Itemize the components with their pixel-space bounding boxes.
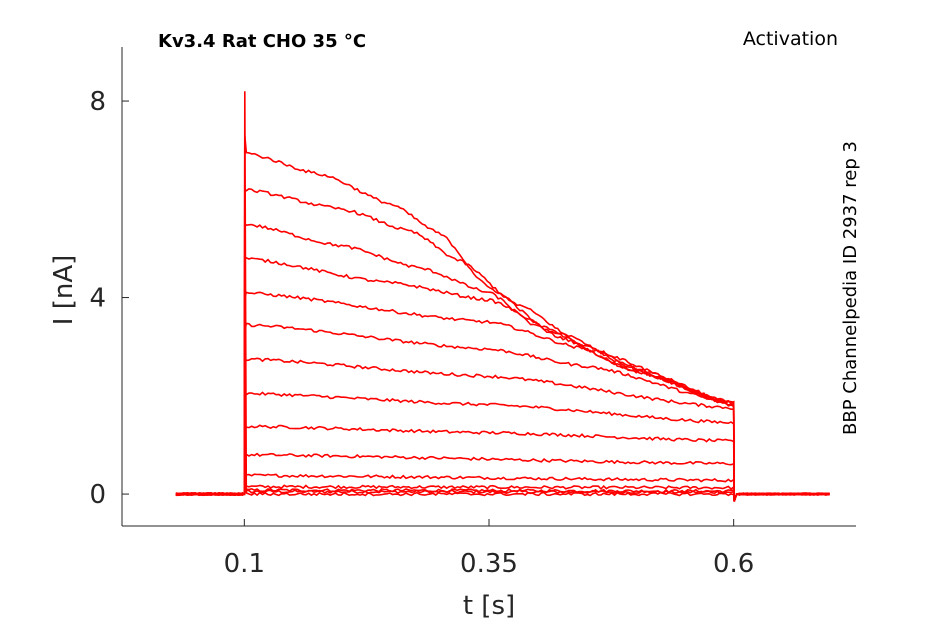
current-trace	[175, 480, 830, 502]
current-trace	[175, 423, 830, 502]
current-trace	[175, 487, 830, 502]
y-axis-label: I [nA]	[49, 255, 79, 325]
x-tick-label: 0.1	[224, 549, 265, 579]
current-trace	[175, 291, 830, 502]
x-tick-label: 0.35	[460, 549, 518, 579]
x-ticks: 0.1 0.35 0.6	[224, 519, 754, 579]
protocol-label: Activation	[743, 28, 838, 50]
current-trace	[175, 468, 830, 502]
current-trace	[175, 91, 830, 502]
current-traces	[175, 91, 830, 502]
x-axis-label: t [s]	[463, 591, 515, 621]
current-trace	[175, 357, 830, 502]
y-tick-label: 4	[89, 284, 106, 314]
current-trace	[175, 135, 830, 502]
chart-title: Kv3.4 Rat CHO 35 °C	[158, 31, 366, 52]
current-trace	[175, 257, 830, 502]
current-trace	[175, 391, 830, 502]
channelpedia-id-label: BBP Channelpedia ID 2937 rep 3	[840, 141, 861, 435]
x-tick-label: 0.6	[713, 549, 754, 579]
y-ticks: 0 4 8	[89, 87, 129, 510]
y-tick-label: 0	[89, 480, 106, 510]
current-trace	[175, 449, 830, 502]
y-tick-label: 8	[89, 87, 106, 117]
